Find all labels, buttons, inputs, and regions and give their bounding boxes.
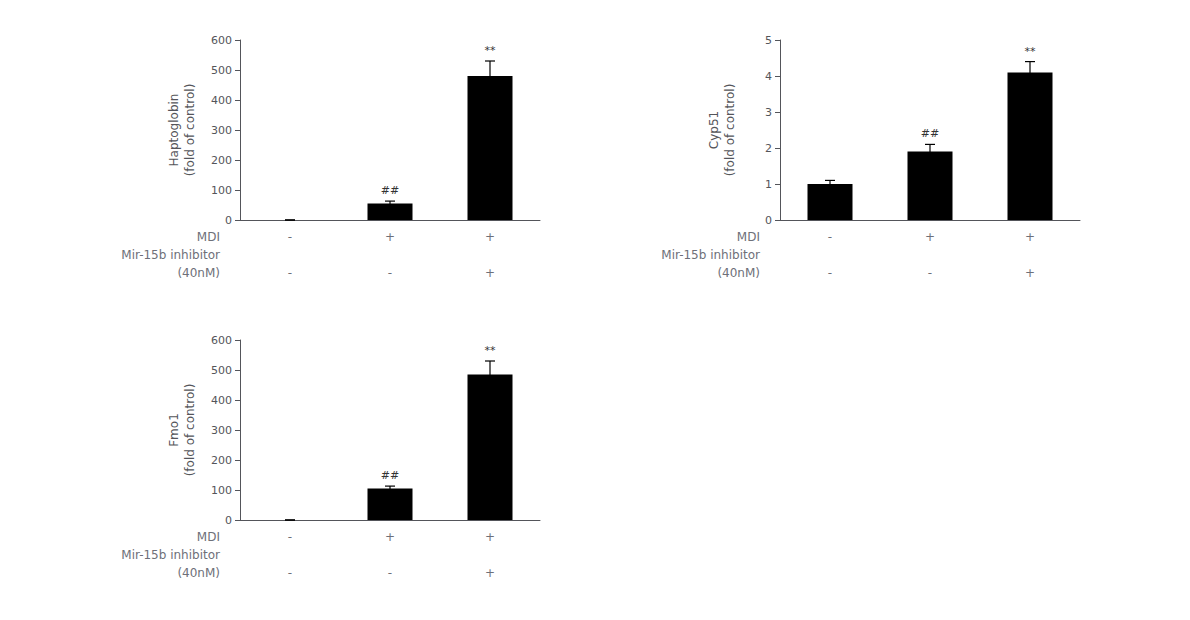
svg-text:0: 0	[225, 514, 232, 527]
svg-text:(40nM): (40nM)	[717, 266, 760, 280]
svg-text:-: -	[288, 266, 292, 280]
svg-text:+: +	[385, 230, 395, 244]
svg-text:3: 3	[765, 106, 772, 119]
svg-text:Fmo1: Fmo1	[167, 413, 181, 447]
svg-text:(fold of control): (fold of control)	[183, 84, 197, 177]
svg-text:Cyp51: Cyp51	[707, 111, 721, 149]
svg-text:600: 600	[211, 34, 232, 47]
svg-text:Mir-15b inhibitor: Mir-15b inhibitor	[121, 248, 220, 262]
svg-text:600: 600	[211, 334, 232, 347]
svg-text:300: 300	[211, 124, 232, 137]
svg-text:(40nM): (40nM)	[177, 566, 220, 580]
svg-text:-: -	[288, 566, 292, 580]
svg-text:##: ##	[381, 184, 399, 197]
svg-text:500: 500	[211, 64, 232, 77]
svg-text:-: -	[828, 230, 832, 244]
svg-text:(40nM): (40nM)	[177, 266, 220, 280]
svg-text:+: +	[1025, 230, 1035, 244]
svg-text:400: 400	[211, 394, 232, 407]
svg-text:+: +	[925, 230, 935, 244]
svg-text:##: ##	[921, 127, 939, 140]
svg-text:+: +	[1025, 266, 1035, 280]
svg-text:-: -	[388, 566, 392, 580]
svg-text:**: **	[485, 44, 497, 57]
svg-text:500: 500	[211, 364, 232, 377]
svg-text:+: +	[485, 230, 495, 244]
svg-text:100: 100	[211, 484, 232, 497]
svg-text:-: -	[288, 230, 292, 244]
svg-text:+: +	[485, 566, 495, 580]
svg-text:4: 4	[765, 70, 772, 83]
svg-text:##: ##	[381, 469, 399, 482]
svg-text:**: **	[485, 344, 497, 357]
svg-text:-: -	[388, 266, 392, 280]
svg-text:0: 0	[765, 214, 772, 227]
svg-text:-: -	[828, 266, 832, 280]
svg-text:MDI: MDI	[197, 530, 220, 544]
svg-text:(fold of control): (fold of control)	[723, 84, 737, 177]
svg-text:MDI: MDI	[737, 230, 760, 244]
svg-text:+: +	[485, 266, 495, 280]
svg-text:5: 5	[765, 34, 772, 47]
svg-text:-: -	[928, 266, 932, 280]
svg-text:200: 200	[211, 454, 232, 467]
svg-text:Mir-15b inhibitor: Mir-15b inhibitor	[661, 248, 760, 262]
svg-text:400: 400	[211, 94, 232, 107]
svg-text:**: **	[1025, 45, 1037, 58]
svg-text:MDI: MDI	[197, 230, 220, 244]
svg-text:Mir-15b inhibitor: Mir-15b inhibitor	[121, 548, 220, 562]
svg-text:Haptoglobin: Haptoglobin	[167, 94, 181, 167]
svg-text:200: 200	[211, 154, 232, 167]
svg-text:0: 0	[225, 214, 232, 227]
svg-text:-: -	[288, 530, 292, 544]
svg-text:100: 100	[211, 184, 232, 197]
svg-text:300: 300	[211, 424, 232, 437]
svg-text:2: 2	[765, 142, 772, 155]
svg-text:+: +	[385, 530, 395, 544]
svg-text:1: 1	[765, 178, 772, 191]
svg-text:+: +	[485, 530, 495, 544]
svg-text:(fold of control): (fold of control)	[183, 384, 197, 477]
